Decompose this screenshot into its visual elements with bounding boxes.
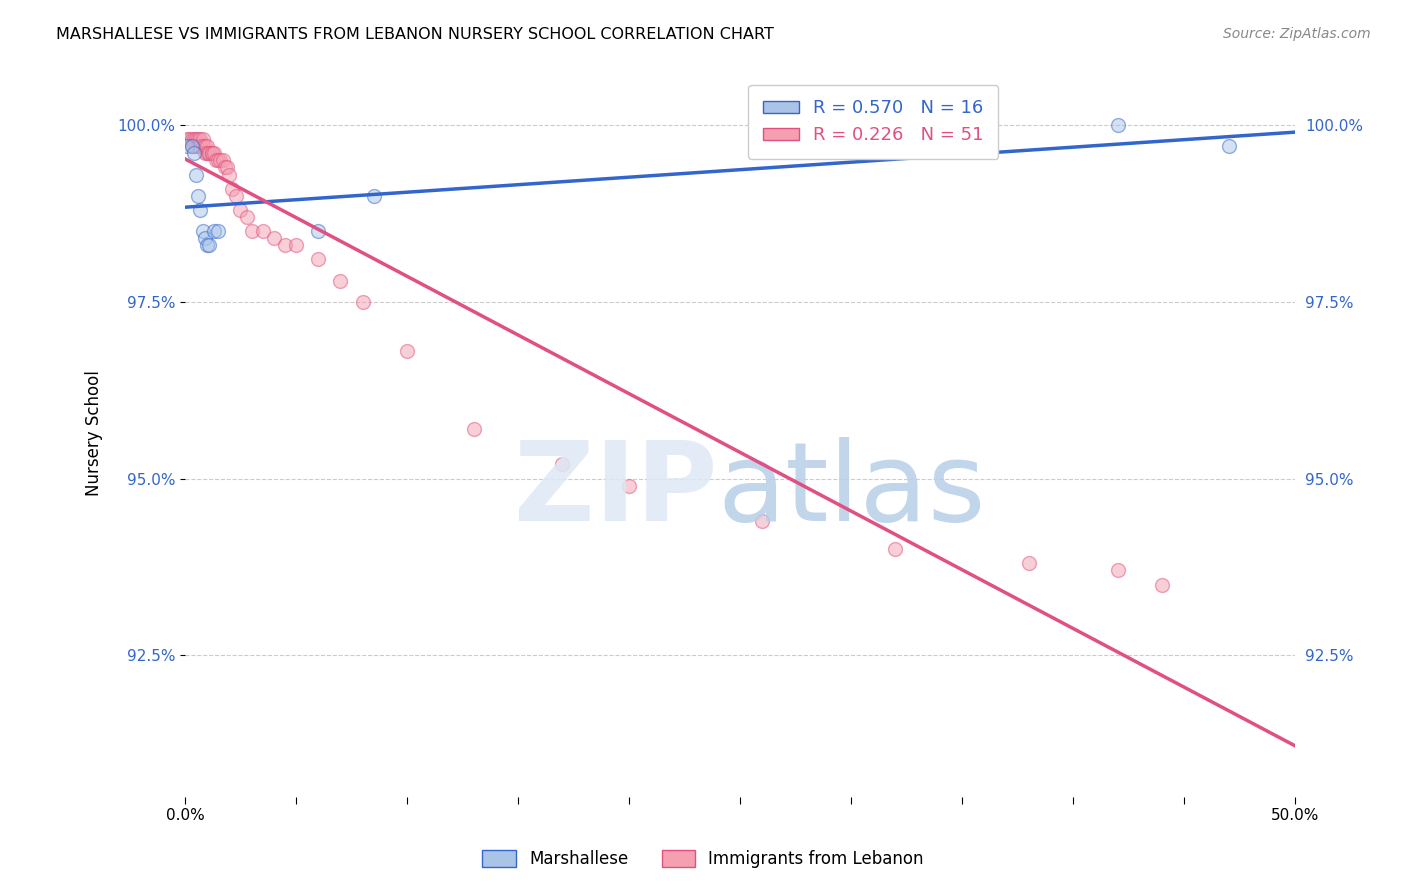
Point: [202, 146, 225, 161]
Point: [1107, 564, 1129, 578]
Point: [463, 422, 485, 436]
Point: [284, 238, 307, 252]
Point: [352, 294, 374, 309]
Point: [207, 224, 229, 238]
Text: atlas: atlas: [718, 437, 987, 544]
Point: [183, 139, 205, 153]
Point: [179, 132, 201, 146]
Point: [1150, 577, 1173, 591]
Point: [198, 238, 221, 252]
Point: [329, 274, 352, 288]
Point: [200, 146, 222, 161]
Point: [274, 238, 297, 252]
Point: [184, 132, 207, 146]
Point: [218, 168, 240, 182]
Point: [252, 224, 274, 238]
Point: [225, 188, 247, 202]
Point: [190, 139, 212, 153]
Point: [1218, 139, 1240, 153]
Point: [202, 224, 225, 238]
Point: [176, 139, 198, 153]
Point: [176, 132, 198, 146]
Point: [307, 252, 329, 267]
Point: [751, 514, 773, 528]
Point: [198, 146, 221, 161]
Text: MARSHALLESE VS IMMIGRANTS FROM LEBANON NURSERY SCHOOL CORRELATION CHART: MARSHALLESE VS IMMIGRANTS FROM LEBANON N…: [56, 27, 775, 42]
Point: [217, 161, 239, 175]
Point: [180, 139, 202, 153]
Text: ZIP: ZIP: [515, 437, 718, 544]
Point: [236, 210, 259, 224]
Point: [190, 132, 212, 146]
Point: [195, 238, 218, 252]
Point: [551, 458, 574, 472]
Legend: Marshallese, Immigrants from Lebanon: Marshallese, Immigrants from Lebanon: [475, 843, 931, 875]
Y-axis label: Nursery School: Nursery School: [86, 369, 103, 496]
Point: [180, 132, 202, 146]
Point: [221, 182, 243, 196]
Point: [194, 231, 217, 245]
Point: [209, 153, 232, 168]
Point: [194, 146, 217, 161]
Point: [194, 139, 217, 153]
Point: [190, 202, 212, 217]
Text: Source: ZipAtlas.com: Source: ZipAtlas.com: [1223, 27, 1371, 41]
Point: [184, 139, 207, 153]
Point: [214, 161, 236, 175]
Point: [617, 478, 640, 492]
Point: [229, 202, 252, 217]
Point: [1107, 118, 1129, 132]
Point: [884, 542, 907, 557]
Point: [198, 146, 221, 161]
Point: [191, 132, 214, 146]
Legend: R = 0.570   N = 16, R = 0.226   N = 51: R = 0.570 N = 16, R = 0.226 N = 51: [748, 85, 998, 159]
Point: [180, 139, 202, 153]
Point: [205, 153, 228, 168]
Point: [187, 139, 209, 153]
Point: [184, 168, 207, 182]
Point: [263, 231, 285, 245]
Point: [187, 188, 209, 202]
Point: [307, 224, 329, 238]
Point: [195, 146, 218, 161]
Point: [183, 146, 205, 161]
Point: [191, 224, 214, 238]
Point: [200, 146, 222, 161]
Point: [183, 132, 205, 146]
Point: [240, 224, 263, 238]
Point: [395, 344, 418, 359]
Point: [195, 139, 218, 153]
Point: [363, 188, 385, 202]
Point: [211, 153, 233, 168]
Point: [1018, 557, 1040, 571]
Point: [187, 132, 209, 146]
Point: [207, 153, 229, 168]
Point: [191, 139, 214, 153]
